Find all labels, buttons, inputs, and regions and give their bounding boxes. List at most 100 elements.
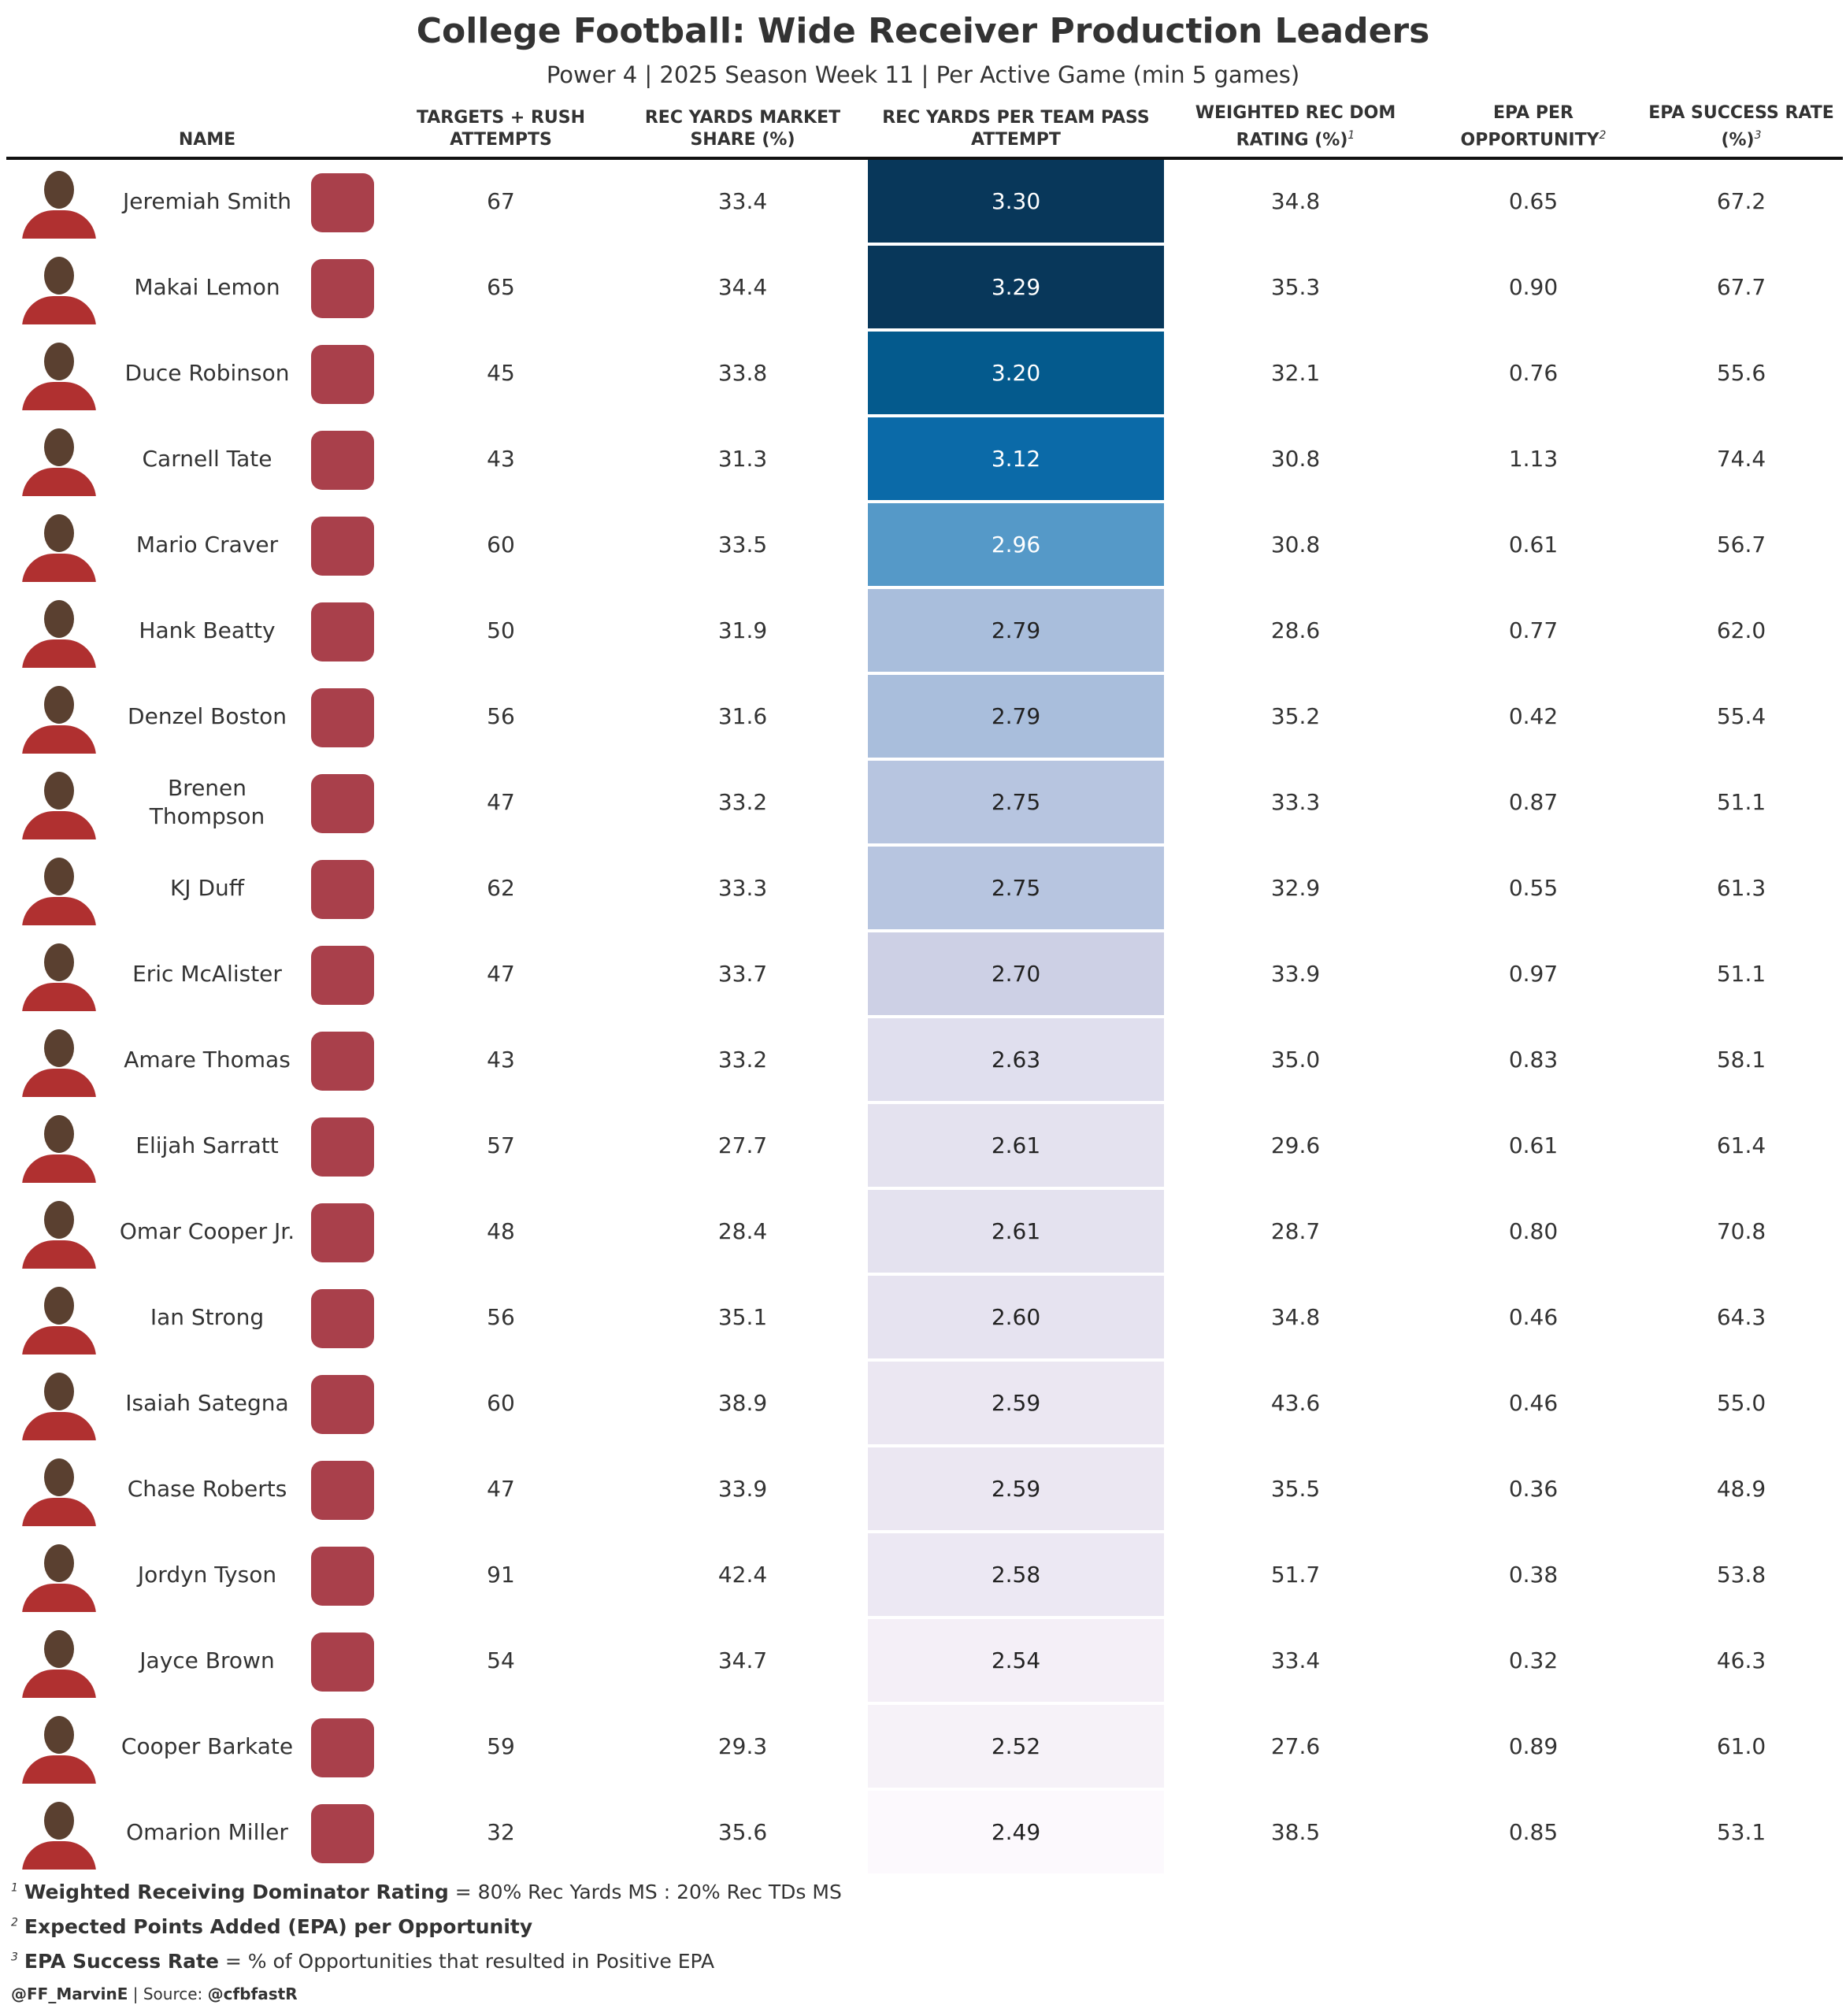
headshot	[16, 1198, 102, 1269]
footnote-text: = % of Opportunities that resulted in Po…	[224, 1950, 715, 1973]
cell-value: 0.83	[1508, 1047, 1559, 1073]
headshot-body	[22, 1154, 96, 1183]
cell-value: 31.6	[717, 703, 768, 729]
cell-value: 0.85	[1508, 1819, 1559, 1845]
heat-cell: 2.49	[868, 1791, 1164, 1873]
cell-value: 34.8	[1270, 188, 1321, 214]
column-header-note: 2	[1599, 128, 1607, 142]
headshot-body	[22, 554, 96, 582]
headshot-body	[22, 1240, 96, 1269]
cell-value: 38.5	[1270, 1819, 1321, 1845]
column-header-text: EPA SUCCESS RATE (%)3	[1639, 102, 1844, 151]
cell-value: 0.90	[1508, 274, 1559, 300]
cell-value: 33.7	[717, 961, 768, 987]
cell-value: 35.2	[1270, 703, 1321, 729]
column-header-text: REC YARDS PER TEAM PASS ATTEMPT	[882, 107, 1150, 151]
heat-cell: 2.59	[868, 1447, 1164, 1530]
cell-value: 55.6	[1716, 360, 1766, 386]
headshot-head	[44, 343, 74, 380]
cell-value: 58.1	[1716, 1047, 1766, 1073]
cell-value: 51.1	[1716, 961, 1766, 987]
player-name: KJ Duff	[169, 874, 245, 901]
footnote-term: Weighted Receiving Dominator Rating	[24, 1881, 449, 1903]
credit: @FF_MarvinE | Source: @cfbfastR	[11, 1984, 298, 2003]
headshot	[16, 1026, 102, 1097]
column-header: REC YARDS MARKET SHARE (%)	[628, 101, 857, 151]
footnote-term: Expected Points Added (EPA) per Opportun…	[24, 1915, 533, 1938]
cell-value: 35.3	[1270, 274, 1321, 300]
headshot	[16, 511, 102, 582]
headshot-head	[44, 514, 74, 552]
headshot-body	[22, 1584, 96, 1612]
author: @FF_MarvinE	[11, 1984, 128, 2003]
headshot-body	[22, 897, 96, 925]
cell-value: 0.55	[1508, 875, 1559, 901]
cell-value: 0.76	[1508, 360, 1559, 386]
cell-value: 55.0	[1716, 1390, 1766, 1416]
team-logo	[311, 517, 374, 576]
cell-value: 51.7	[1270, 1562, 1321, 1588]
footnote: 3 EPA Success Rate = % of Opportunities …	[11, 1950, 714, 1973]
cell-value: 33.9	[717, 1476, 768, 1502]
team-logo	[311, 1804, 374, 1863]
cell-value: 35.1	[717, 1304, 768, 1330]
headshot-body	[22, 811, 96, 839]
column-header-note: 3	[1754, 128, 1762, 142]
player-name: Ian Strong	[150, 1303, 265, 1330]
footnote-mark: 1	[11, 1881, 18, 1895]
footnote-mark: 2	[11, 1916, 18, 1929]
player-name: Jayce Brown	[139, 1647, 275, 1673]
column-header-text: EPA PER OPPORTUNITY2	[1443, 102, 1624, 151]
heat-cell: 2.54	[868, 1619, 1164, 1702]
team-logo	[311, 1375, 374, 1434]
column-header-label: NAME	[178, 130, 236, 150]
column-header: EPA PER OPPORTUNITY2	[1443, 101, 1624, 151]
column-header-label: WEIGHTED REC DOM RATING (%)	[1195, 102, 1396, 150]
headshot-head	[44, 1373, 74, 1410]
player-name: Omar Cooper Jr.	[119, 1217, 295, 1244]
cell-value: 0.97	[1508, 961, 1559, 987]
headshot-body	[22, 296, 96, 324]
heat-cell: 3.30	[868, 160, 1164, 243]
cell-value: 70.8	[1716, 1218, 1766, 1244]
heat-cell: 2.79	[868, 675, 1164, 758]
team-logo	[311, 1547, 374, 1606]
headshot-head	[44, 1029, 74, 1067]
cell-value: 53.1	[1716, 1819, 1766, 1845]
cell-value: 2.75	[991, 875, 1041, 901]
cell-value: 3.29	[991, 274, 1041, 300]
cell-value: 2.59	[991, 1476, 1041, 1502]
column-header-label: REC YARDS PER TEAM PASS ATTEMPT	[882, 108, 1150, 150]
column-header-label: EPA PER OPPORTUNITY	[1460, 102, 1599, 150]
headshot-head	[44, 1115, 74, 1153]
headshot	[16, 940, 102, 1011]
cell-value: 67.7	[1716, 274, 1766, 300]
heat-cell: 2.58	[868, 1533, 1164, 1616]
column-header: REC YARDS PER TEAM PASS ATTEMPT	[882, 101, 1150, 151]
heat-cell: 2.63	[868, 1018, 1164, 1101]
player-name: Hank Beatty	[139, 617, 276, 643]
cell-value: 34.4	[717, 274, 768, 300]
cell-value: 3.30	[991, 188, 1041, 214]
column-header-text: WEIGHTED REC DOM RATING (%)1	[1181, 102, 1410, 151]
cell-value: 35.0	[1270, 1047, 1321, 1073]
team-logo	[311, 1461, 374, 1520]
headshot-body	[22, 382, 96, 410]
headshot-head	[44, 772, 74, 810]
heat-cell: 2.75	[868, 761, 1164, 843]
cell-value: 0.61	[1508, 532, 1559, 558]
cell-value: 3.20	[991, 360, 1041, 386]
cell-value: 60	[487, 532, 515, 558]
column-header-text: NAME	[179, 129, 235, 151]
headshot-head	[44, 1630, 74, 1668]
cell-value: 60	[487, 1390, 515, 1416]
cell-value: 59	[487, 1733, 515, 1759]
team-logo	[311, 946, 374, 1005]
cell-value: 1.13	[1508, 446, 1559, 472]
cell-value: 48.9	[1716, 1476, 1766, 1502]
cell-value: 2.96	[991, 532, 1041, 558]
headshot-head	[44, 1287, 74, 1325]
cell-value: 0.87	[1508, 789, 1559, 815]
team-logo	[311, 259, 374, 318]
cell-value: 54	[487, 1647, 515, 1673]
